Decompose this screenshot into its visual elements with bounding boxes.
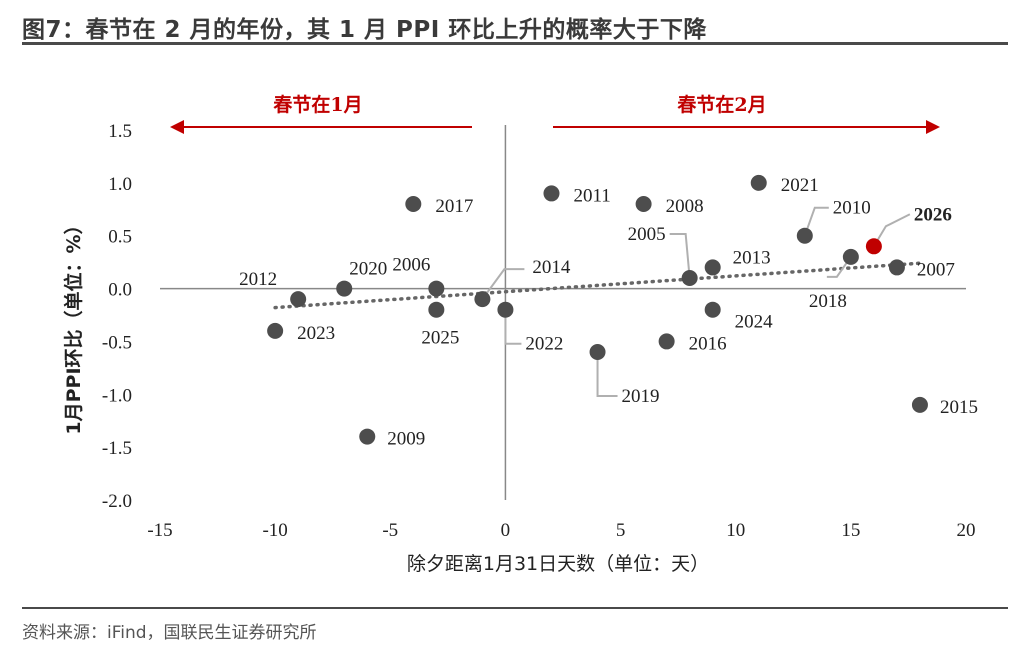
leader-line [596, 352, 618, 397]
data-point-2012 [290, 291, 307, 308]
point-label-2014: 2014 [532, 257, 571, 278]
annotation-arrows [170, 120, 940, 134]
x-tick-label: -5 [382, 520, 398, 541]
x-axis-title: 除夕距离1月31日天数（单位：天） [407, 553, 709, 575]
data-point-2021 [750, 174, 767, 191]
right-arrow-head [926, 120, 940, 134]
figure-title: 图7：春节在 2 月的年份，其 1 月 PPI 环比上升的概率大于下降 [22, 17, 707, 43]
data-point-2015 [911, 396, 928, 413]
point-label-2025: 2025 [421, 328, 459, 349]
data-point-2005 [681, 270, 698, 286]
points-layer [267, 174, 928, 445]
point-label-2013: 2013 [733, 247, 771, 268]
data-point-2018 [842, 248, 859, 265]
point-label-2005: 2005 [628, 224, 666, 245]
point-label-2010: 2010 [833, 198, 871, 219]
data-point-2014 [474, 291, 491, 308]
data-point-2016 [658, 333, 675, 350]
data-point-2024 [704, 301, 721, 318]
y-axis-title: 1月PPI环比（单位：%） [62, 215, 85, 434]
point-label-2017: 2017 [435, 196, 473, 217]
leader-line [481, 268, 525, 300]
point-label-2020: 2020 [349, 259, 387, 280]
scatter-chart: -15 -10 -5 0 5 10 15 20 1.5 1.0 0.5 0.0 -0.5 -1.0 -1.5… [62, 93, 978, 575]
axes [160, 125, 966, 500]
point-label-2008: 2008 [666, 196, 704, 217]
data-point-2007 [888, 259, 905, 276]
data-point-2010 [796, 227, 813, 244]
leader-line [504, 309, 522, 345]
point-label-2011: 2011 [573, 185, 610, 206]
point-label-2009: 2009 [387, 429, 425, 450]
trendline [273, 261, 922, 310]
x-tick-label: 5 [616, 520, 626, 541]
point-label-2015: 2015 [940, 397, 978, 418]
point-label-2019: 2019 [622, 386, 660, 407]
x-tick-label: -10 [262, 520, 287, 541]
title-divider [22, 42, 1008, 45]
x-tick-label: 15 [841, 520, 860, 541]
leader-line [803, 206, 829, 237]
point-label-2018: 2018 [809, 291, 847, 312]
x-tick-label: 10 [726, 520, 745, 541]
x-tick-label: 20 [957, 520, 976, 541]
leader-line [826, 256, 852, 278]
point-label-2023: 2023 [297, 323, 335, 344]
data-point-2023 [267, 322, 284, 339]
y-tick-label: -0.5 [102, 332, 132, 353]
left-arrow-head [170, 120, 184, 134]
point-labels: 2012 2023 2020 2009 2017 2025 2006 2014 2022 2011… [239, 175, 978, 450]
data-point-2022 [497, 301, 514, 318]
data-point-2026 [865, 238, 882, 255]
trendline-layer [273, 261, 922, 310]
data-point-2009 [359, 428, 376, 445]
point-label-2016: 2016 [689, 333, 727, 354]
point-label-2007: 2007 [917, 259, 955, 280]
data-point-2019 [589, 344, 606, 360]
data-point-2006 [428, 280, 445, 297]
y-tick-label: 0.0 [108, 280, 132, 301]
point-label-2022: 2022 [525, 334, 563, 355]
source-divider [22, 607, 1008, 609]
y-tick-label: -1.5 [102, 438, 132, 459]
left-arrow-label: 春节在1月 [273, 93, 362, 116]
data-point-2020 [336, 280, 353, 297]
right-arrow-label: 春节在2月 [677, 93, 766, 116]
x-tick-label: -15 [147, 520, 172, 541]
data-point-2017 [405, 196, 422, 212]
data-point-2025 [428, 301, 445, 318]
data-point-2008 [635, 196, 652, 212]
y-tick-label: -1.0 [102, 385, 132, 406]
tick-labels: -15 -10 -5 0 5 10 15 20 1.5 1.0 0.5 0.0 -0.5 -1.0 -1.5… [102, 121, 976, 541]
point-label-2026: 2026 [914, 204, 952, 225]
x-tick-label: 0 [501, 520, 511, 541]
point-label-2012: 2012 [239, 269, 277, 290]
data-point-2013 [704, 259, 721, 276]
point-label-2024: 2024 [735, 312, 774, 333]
y-tick-label: 0.5 [108, 227, 132, 248]
data-point-2011 [543, 185, 560, 202]
point-label-2006: 2006 [392, 255, 430, 276]
point-label-2021: 2021 [781, 175, 819, 196]
leader-line [669, 233, 691, 279]
y-tick-label: 1.5 [108, 121, 132, 142]
source-note: 资料来源：iFind，国联民生证券研究所 [22, 623, 317, 643]
y-tick-label: 1.0 [108, 174, 132, 195]
y-tick-label: -2.0 [102, 491, 132, 512]
